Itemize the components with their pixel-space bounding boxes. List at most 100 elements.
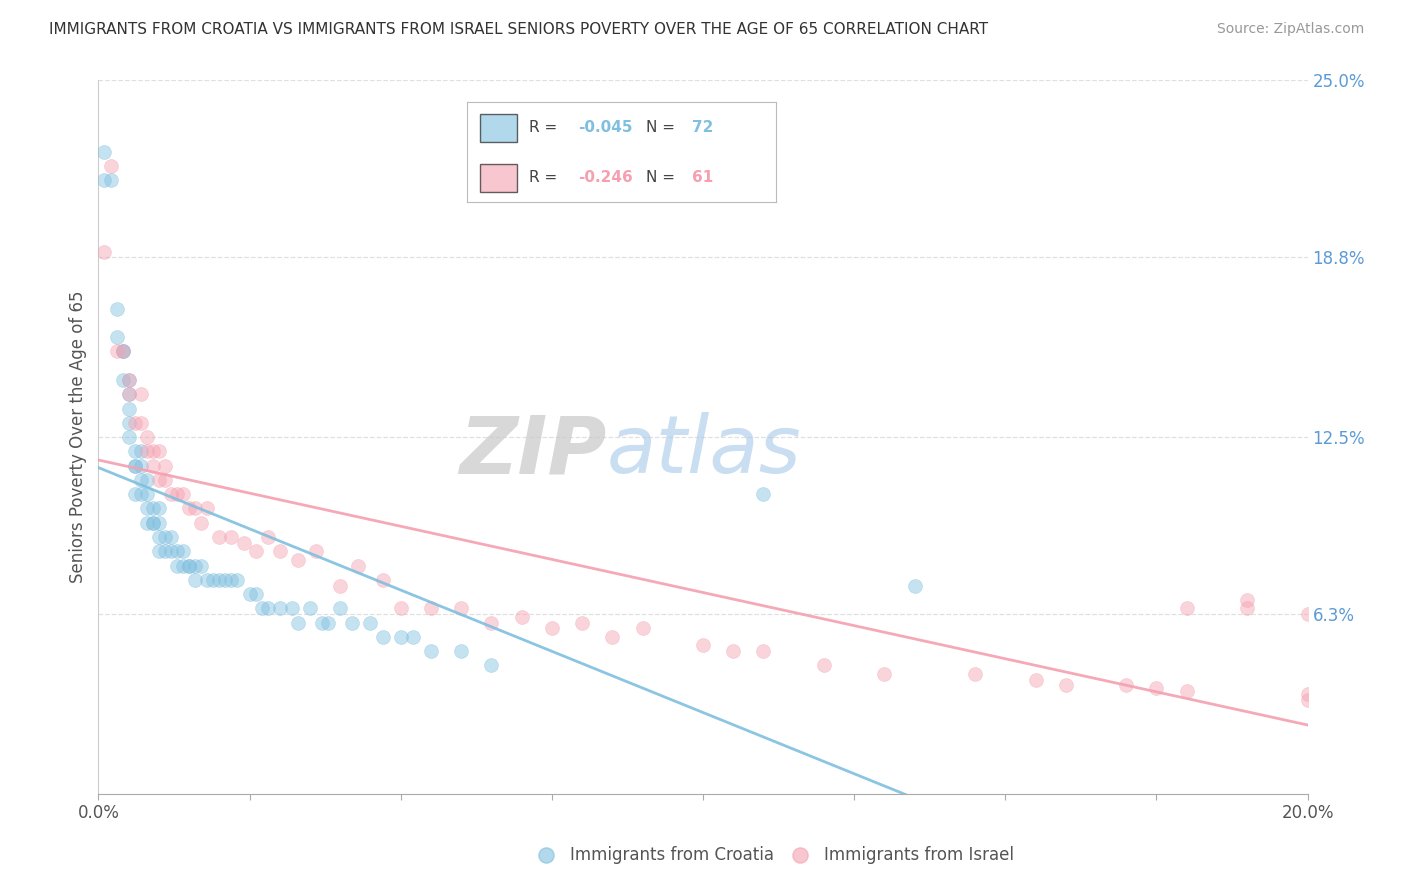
Point <box>195 501 218 516</box>
Point <box>153 458 176 473</box>
Point <box>124 487 146 501</box>
Point <box>602 630 624 644</box>
Point <box>105 301 128 316</box>
Point <box>571 615 593 630</box>
Point <box>118 373 141 387</box>
Point <box>221 530 243 544</box>
Point <box>153 473 176 487</box>
Point <box>481 615 503 630</box>
Point <box>153 544 176 558</box>
Point <box>1175 601 1198 615</box>
Point <box>389 601 412 615</box>
Point <box>299 601 322 615</box>
Point <box>93 173 115 187</box>
Point <box>329 601 352 615</box>
Point <box>129 387 152 401</box>
Point <box>226 573 249 587</box>
Point <box>142 516 165 530</box>
Point <box>148 530 170 544</box>
Point <box>118 401 141 416</box>
Point <box>179 558 201 573</box>
Point <box>510 610 533 624</box>
Point <box>631 621 654 635</box>
Point <box>342 615 364 630</box>
Point <box>105 344 128 359</box>
Point <box>124 458 146 473</box>
Text: Immigrants from Croatia: Immigrants from Croatia <box>569 846 773 863</box>
Point <box>135 444 157 458</box>
Y-axis label: Seniors Poverty Over the Age of 65: Seniors Poverty Over the Age of 65 <box>69 291 87 583</box>
Point <box>450 644 472 658</box>
Point <box>172 544 194 558</box>
Point <box>135 473 157 487</box>
Point <box>184 573 207 587</box>
Point <box>153 530 176 544</box>
Point <box>316 615 339 630</box>
Point <box>329 578 352 592</box>
Point <box>129 473 152 487</box>
Point <box>214 573 236 587</box>
Point <box>118 416 141 430</box>
Point <box>202 573 225 587</box>
Point <box>360 615 382 630</box>
Point <box>1236 592 1258 607</box>
Point <box>1144 681 1167 696</box>
Point <box>904 578 927 592</box>
Point <box>1296 687 1319 701</box>
Point <box>148 516 170 530</box>
Point <box>148 473 170 487</box>
Point <box>129 487 152 501</box>
Point <box>100 159 122 173</box>
Point <box>269 544 291 558</box>
Point <box>287 615 309 630</box>
Point <box>1296 607 1319 621</box>
Point <box>111 344 134 359</box>
Point <box>124 416 146 430</box>
Point <box>1296 692 1319 706</box>
Point <box>402 630 425 644</box>
Point <box>190 516 212 530</box>
Point <box>208 573 231 587</box>
Point <box>347 558 370 573</box>
Point <box>245 587 267 601</box>
Point <box>135 501 157 516</box>
Point <box>256 530 278 544</box>
Point <box>184 501 207 516</box>
Text: atlas: atlas <box>606 412 801 491</box>
Point <box>142 501 165 516</box>
Point <box>311 615 333 630</box>
Point <box>118 430 141 444</box>
Point <box>752 487 775 501</box>
Point <box>160 544 183 558</box>
Point <box>93 145 115 159</box>
Point <box>179 558 201 573</box>
Point <box>179 501 201 516</box>
Text: ZIP: ZIP <box>458 412 606 491</box>
Point <box>481 658 503 673</box>
Point <box>118 387 141 401</box>
Point <box>124 444 146 458</box>
Point <box>129 444 152 458</box>
Point <box>142 516 165 530</box>
Point <box>172 558 194 573</box>
Point <box>93 244 115 259</box>
Point <box>118 373 141 387</box>
Point <box>281 601 304 615</box>
Point <box>1175 684 1198 698</box>
Point <box>269 601 291 615</box>
Point <box>118 387 141 401</box>
Point <box>692 639 714 653</box>
Point <box>111 344 134 359</box>
Point <box>1024 673 1046 687</box>
Text: Immigrants from Israel: Immigrants from Israel <box>824 846 1014 863</box>
Point <box>450 601 472 615</box>
Point <box>111 344 134 359</box>
Point <box>208 530 231 544</box>
Point <box>142 458 165 473</box>
Point <box>148 444 170 458</box>
Point <box>1236 601 1258 615</box>
Point <box>142 444 165 458</box>
Point <box>124 458 146 473</box>
Point <box>129 458 152 473</box>
Point <box>105 330 128 344</box>
